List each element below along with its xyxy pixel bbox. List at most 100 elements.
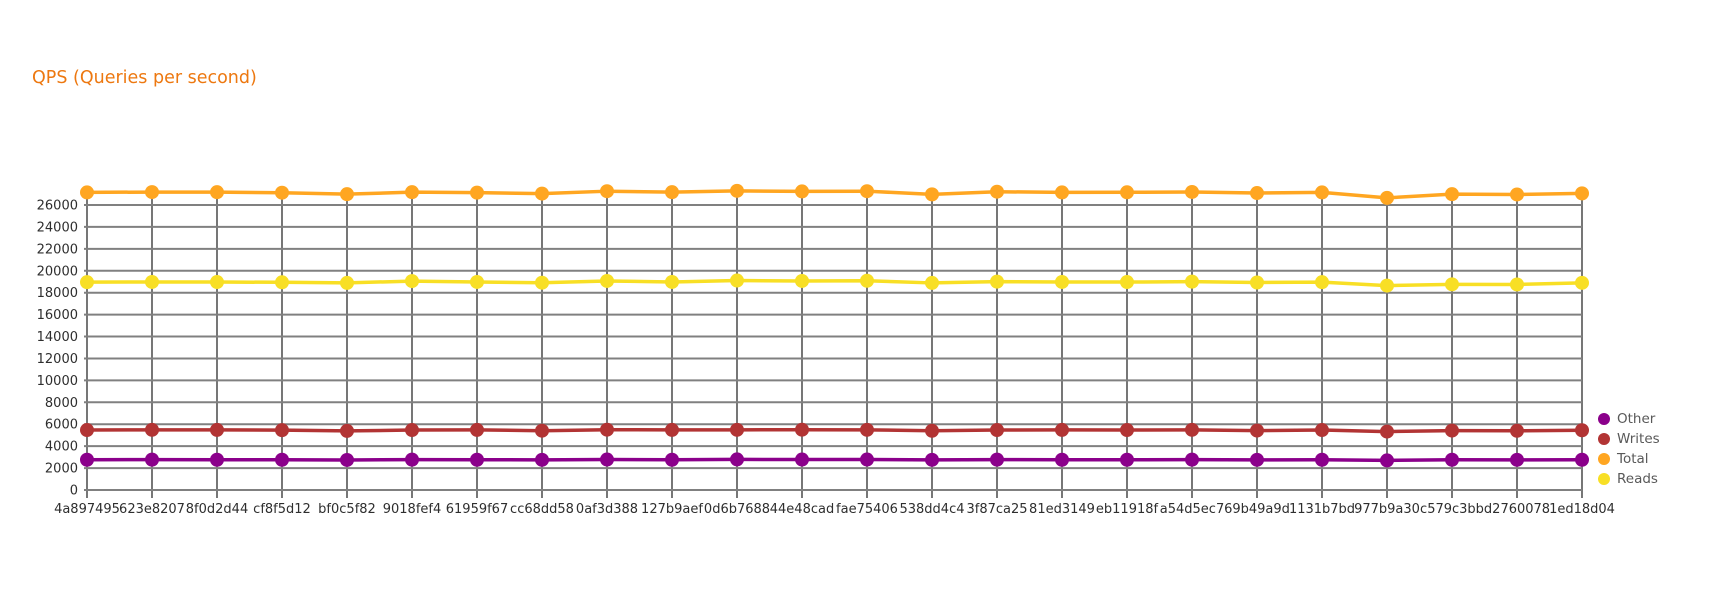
- data-point-reads[interactable]: [1575, 275, 1589, 290]
- data-point-reads[interactable]: [600, 273, 614, 288]
- data-point-writes[interactable]: [990, 423, 1004, 438]
- data-point-total[interactable]: [1445, 187, 1459, 202]
- data-point-reads[interactable]: [80, 275, 94, 290]
- legend-item-reads[interactable]: Reads: [1598, 471, 1660, 487]
- data-point-other[interactable]: [730, 452, 744, 467]
- data-point-reads[interactable]: [1315, 275, 1329, 290]
- data-point-total[interactable]: [275, 185, 289, 200]
- data-point-total[interactable]: [1315, 185, 1329, 200]
- data-point-writes[interactable]: [405, 423, 419, 438]
- data-point-total[interactable]: [535, 186, 549, 201]
- data-point-other[interactable]: [210, 452, 224, 467]
- data-point-total[interactable]: [925, 187, 939, 202]
- legend-item-total[interactable]: Total: [1598, 451, 1660, 467]
- data-point-total[interactable]: [1055, 185, 1069, 200]
- legend-item-writes[interactable]: Writes: [1598, 431, 1660, 447]
- data-point-other[interactable]: [275, 452, 289, 467]
- data-point-writes[interactable]: [1185, 422, 1199, 437]
- data-point-other[interactable]: [340, 452, 354, 467]
- data-point-other[interactable]: [925, 452, 939, 467]
- data-point-other[interactable]: [145, 452, 159, 467]
- data-point-reads[interactable]: [535, 275, 549, 290]
- data-point-total[interactable]: [665, 185, 679, 200]
- data-point-writes[interactable]: [925, 423, 939, 438]
- data-point-reads[interactable]: [340, 275, 354, 290]
- data-point-other[interactable]: [600, 452, 614, 467]
- data-point-reads[interactable]: [1380, 278, 1394, 293]
- data-point-writes[interactable]: [340, 423, 354, 438]
- data-point-reads[interactable]: [860, 273, 874, 288]
- data-point-other[interactable]: [535, 452, 549, 467]
- data-point-writes[interactable]: [860, 422, 874, 437]
- data-point-other[interactable]: [1445, 452, 1459, 467]
- data-point-reads[interactable]: [1185, 274, 1199, 289]
- data-point-total[interactable]: [1185, 184, 1199, 199]
- data-point-other[interactable]: [405, 452, 419, 467]
- data-point-reads[interactable]: [470, 274, 484, 289]
- data-point-writes[interactable]: [1445, 423, 1459, 438]
- data-point-reads[interactable]: [275, 275, 289, 290]
- data-point-total[interactable]: [210, 185, 224, 200]
- data-point-writes[interactable]: [1575, 423, 1589, 438]
- data-point-writes[interactable]: [1250, 423, 1264, 438]
- data-point-other[interactable]: [80, 452, 94, 467]
- data-point-reads[interactable]: [990, 274, 1004, 289]
- data-point-writes[interactable]: [730, 422, 744, 437]
- data-point-other[interactable]: [795, 452, 809, 467]
- data-point-reads[interactable]: [1510, 277, 1524, 292]
- data-point-total[interactable]: [80, 185, 94, 200]
- data-point-other[interactable]: [1120, 452, 1134, 467]
- data-point-writes[interactable]: [1510, 423, 1524, 438]
- data-point-reads[interactable]: [1250, 275, 1264, 290]
- data-point-reads[interactable]: [1445, 277, 1459, 292]
- data-point-other[interactable]: [665, 452, 679, 467]
- data-point-writes[interactable]: [80, 423, 94, 438]
- data-point-other[interactable]: [990, 452, 1004, 467]
- data-point-total[interactable]: [470, 185, 484, 200]
- data-point-total[interactable]: [1380, 190, 1394, 205]
- data-point-writes[interactable]: [1055, 422, 1069, 437]
- data-point-total[interactable]: [340, 187, 354, 202]
- data-point-other[interactable]: [1315, 452, 1329, 467]
- data-point-total[interactable]: [600, 184, 614, 199]
- data-point-total[interactable]: [990, 184, 1004, 199]
- data-point-total[interactable]: [1250, 186, 1264, 201]
- data-point-writes[interactable]: [1380, 424, 1394, 439]
- data-point-writes[interactable]: [210, 422, 224, 437]
- data-point-writes[interactable]: [535, 423, 549, 438]
- legend-item-other[interactable]: Other: [1598, 411, 1660, 427]
- data-point-writes[interactable]: [145, 422, 159, 437]
- data-point-writes[interactable]: [275, 423, 289, 438]
- data-point-writes[interactable]: [470, 422, 484, 437]
- data-point-reads[interactable]: [730, 273, 744, 288]
- data-point-reads[interactable]: [210, 275, 224, 290]
- data-point-other[interactable]: [1575, 452, 1589, 467]
- data-point-reads[interactable]: [145, 274, 159, 289]
- data-point-other[interactable]: [1250, 452, 1264, 467]
- data-point-total[interactable]: [1575, 186, 1589, 201]
- data-point-writes[interactable]: [665, 422, 679, 437]
- data-point-other[interactable]: [1055, 452, 1069, 467]
- data-point-writes[interactable]: [600, 422, 614, 437]
- data-point-total[interactable]: [730, 183, 744, 198]
- data-point-other[interactable]: [1185, 452, 1199, 467]
- data-point-total[interactable]: [860, 184, 874, 199]
- data-point-writes[interactable]: [1315, 423, 1329, 438]
- data-point-other[interactable]: [1510, 452, 1524, 467]
- data-point-reads[interactable]: [925, 275, 939, 290]
- data-point-reads[interactable]: [1055, 274, 1069, 289]
- data-point-reads[interactable]: [405, 274, 419, 289]
- data-point-total[interactable]: [1120, 185, 1134, 200]
- data-point-reads[interactable]: [795, 273, 809, 288]
- data-point-other[interactable]: [1380, 453, 1394, 468]
- data-point-total[interactable]: [1510, 187, 1524, 202]
- data-point-other[interactable]: [860, 452, 874, 467]
- data-point-writes[interactable]: [1120, 423, 1134, 438]
- data-point-reads[interactable]: [1120, 275, 1134, 290]
- data-point-other[interactable]: [470, 452, 484, 467]
- data-point-total[interactable]: [795, 184, 809, 199]
- data-point-total[interactable]: [405, 185, 419, 200]
- data-point-reads[interactable]: [665, 274, 679, 289]
- data-point-total[interactable]: [145, 185, 159, 200]
- data-point-writes[interactable]: [795, 422, 809, 437]
